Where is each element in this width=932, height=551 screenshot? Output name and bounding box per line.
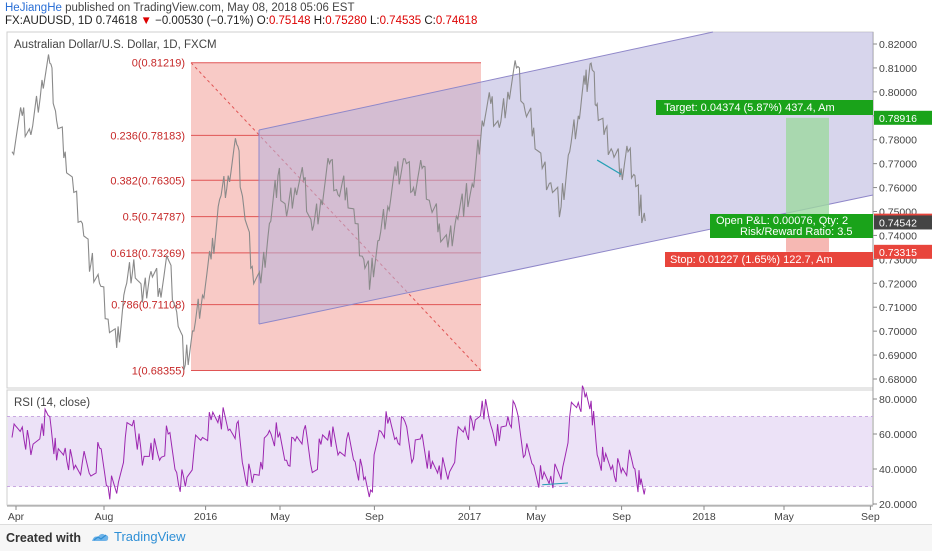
target-price-label: 0.78916 bbox=[879, 113, 917, 125]
chart-title: Australian Dollar/U.S. Dollar, 1D, FXCM bbox=[14, 39, 217, 51]
fib-level-label: 1(0.68355) bbox=[132, 366, 185, 378]
down-arrow-icon: ▼ bbox=[140, 15, 152, 27]
chart-canvas[interactable]: 0.820000.810000.800000.790000.780000.770… bbox=[0, 0, 932, 524]
price-tick-label: 0.81000 bbox=[879, 63, 917, 75]
time-tick-label: Aug bbox=[95, 511, 114, 523]
published-text: published on TradingView.com, May 08, 20… bbox=[65, 2, 355, 14]
time-tick-label: Sep bbox=[365, 511, 384, 523]
time-tick-label: May bbox=[526, 511, 547, 523]
rsi-tick-label: 80.0000 bbox=[879, 394, 917, 406]
price-tick-label: 0.82000 bbox=[879, 39, 917, 51]
risk-reward-text: Risk/Reward Ratio: 3.5 bbox=[740, 226, 853, 238]
created-with-text: Created with bbox=[6, 531, 82, 545]
last-price: 0.74618 bbox=[95, 15, 138, 27]
ohlc-header: FX:AUDUSD, 1D 0.74618 ▼ −0.00530 (−0.71%… bbox=[5, 15, 477, 27]
target-info-box bbox=[656, 100, 873, 115]
low-value: 0.74535 bbox=[379, 15, 422, 27]
stop-price-label-bg bbox=[874, 244, 932, 259]
time-tick-label: 2017 bbox=[458, 511, 482, 523]
price-tick-label: 0.76000 bbox=[879, 183, 917, 195]
price-change: −0.00530 (−0.71%) bbox=[155, 15, 254, 27]
rsi-trendline bbox=[542, 482, 569, 486]
fib-level-label: 0(0.81219) bbox=[132, 58, 185, 70]
tradingview-brand[interactable]: TradingView bbox=[90, 529, 186, 544]
target-price-label-bg bbox=[874, 110, 932, 125]
time-tick-label: Apr bbox=[8, 511, 25, 523]
fib-level-label: 0.5(0.74787) bbox=[123, 212, 185, 224]
open-value: 0.75148 bbox=[268, 15, 311, 27]
entry-price-label: 0.74542 bbox=[879, 217, 917, 229]
fib-level-label: 0.236(0.78183) bbox=[110, 130, 185, 142]
time-tick-label: Sep bbox=[861, 511, 880, 523]
rsi-band bbox=[8, 416, 872, 487]
time-tick-label: Sep bbox=[612, 511, 631, 523]
rsi-tick-label: 20.0000 bbox=[879, 499, 917, 511]
price-series-line bbox=[11, 54, 646, 371]
time-tick-label: May bbox=[270, 511, 291, 523]
rsi-tick-label: 60.0000 bbox=[879, 429, 917, 441]
close-label: C: bbox=[424, 15, 436, 27]
time-tick-label: May bbox=[774, 511, 795, 523]
price-tick-label: 0.74000 bbox=[879, 230, 917, 242]
stop-info-box bbox=[665, 252, 873, 267]
entry-price-label-bg bbox=[874, 215, 932, 230]
price-tick-label: 0.69000 bbox=[879, 350, 917, 362]
rsi-series-line bbox=[11, 385, 646, 500]
tradingview-logo-icon bbox=[92, 533, 109, 541]
open-label: O: bbox=[256, 15, 269, 27]
teal-trendline bbox=[596, 159, 622, 175]
high-label: H: bbox=[313, 15, 326, 27]
price-tick-label: 0.80000 bbox=[879, 87, 917, 99]
symbol-label: FX:AUDUSD, 1D bbox=[5, 15, 93, 27]
author-name[interactable]: HeJiangHe bbox=[5, 2, 62, 14]
price-tick-label: 0.77000 bbox=[879, 159, 917, 171]
time-tick-label: 2018 bbox=[692, 511, 716, 523]
price-tick-label: 0.71000 bbox=[879, 302, 917, 314]
fib-level-label: 0.618(0.73269) bbox=[110, 248, 185, 260]
price-tick-label: 0.72000 bbox=[879, 278, 917, 290]
footer: Created with TradingView bbox=[0, 524, 932, 551]
target-info-text: Target: 0.04374 (5.87%) 437.4, Am bbox=[664, 102, 835, 114]
price-tick-label: 0.68000 bbox=[879, 374, 917, 386]
pnl-info-text: Open P&L: 0.00076, Qty: 2 bbox=[716, 215, 848, 227]
publish-info: HeJiangHe published on TradingView.com, … bbox=[5, 2, 355, 14]
stop-price-label: 0.73315 bbox=[879, 247, 917, 259]
time-tick-label: 2016 bbox=[194, 511, 218, 523]
price-tick-label: 0.70000 bbox=[879, 326, 917, 338]
stop-info-text: Stop: 0.01227 (1.65%) 122.7, Am bbox=[670, 254, 833, 266]
close-value: 0.74618 bbox=[435, 15, 478, 27]
channel-upper-line bbox=[258, 31, 714, 131]
target-zone bbox=[786, 117, 829, 223]
rsi-tick-label: 40.0000 bbox=[879, 464, 917, 476]
fib-level-label: 0.382(0.76305) bbox=[110, 175, 185, 187]
low-label: L: bbox=[370, 15, 380, 27]
pnl-info-box bbox=[710, 214, 873, 238]
brand-name: TradingView bbox=[114, 529, 186, 544]
rsi-label: RSI (14, close) bbox=[14, 397, 90, 409]
high-value: 0.75280 bbox=[325, 15, 367, 27]
price-tick-label: 0.78000 bbox=[879, 135, 917, 147]
fib-level-label: 0.786(0.71108) bbox=[111, 300, 185, 312]
